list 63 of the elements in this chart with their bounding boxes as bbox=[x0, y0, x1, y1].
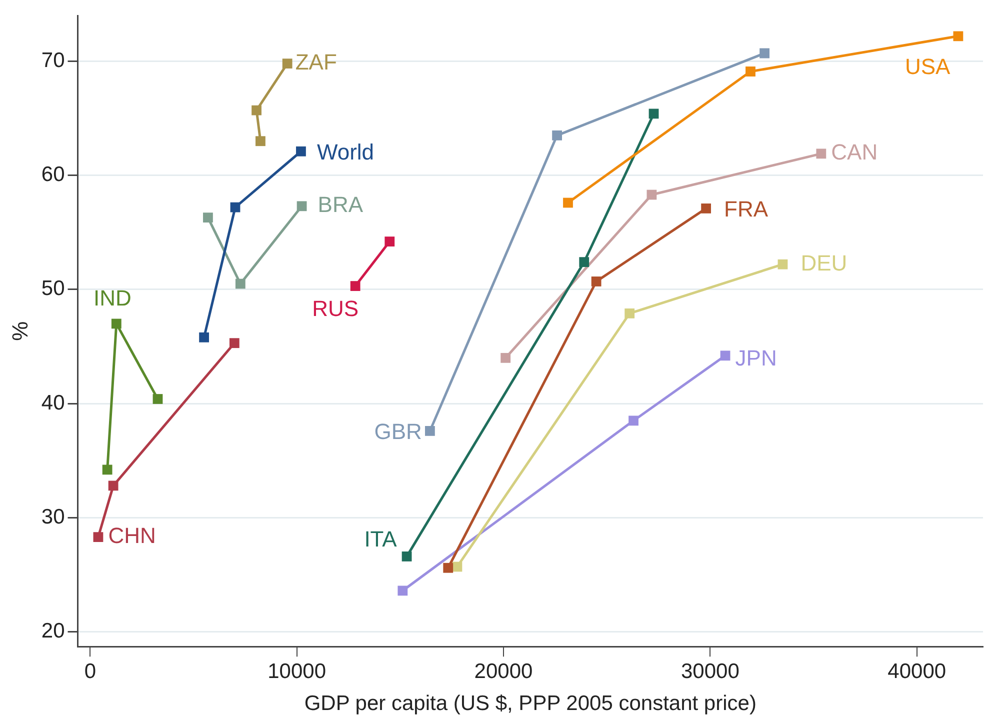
series-label: USA bbox=[904, 54, 951, 80]
point bbox=[402, 552, 412, 562]
y-tick-label: 70 bbox=[41, 49, 65, 72]
point bbox=[628, 416, 638, 426]
series-label: BRA bbox=[318, 192, 364, 218]
point bbox=[256, 136, 266, 146]
series-label: ITA bbox=[364, 526, 398, 552]
point bbox=[552, 130, 562, 140]
point bbox=[230, 202, 240, 212]
y-tick-label: 30 bbox=[41, 505, 65, 528]
point bbox=[720, 350, 730, 361]
x-tick-label: 20000 bbox=[474, 660, 533, 683]
point bbox=[624, 308, 635, 318]
series-label: CHN bbox=[108, 523, 156, 548]
point bbox=[199, 332, 209, 342]
point bbox=[646, 190, 657, 200]
point bbox=[443, 562, 454, 573]
series-label: RUS bbox=[312, 296, 359, 322]
point bbox=[701, 203, 712, 214]
point bbox=[102, 464, 112, 475]
y-tick-label: 40 bbox=[41, 391, 65, 414]
point bbox=[746, 66, 756, 76]
point bbox=[296, 201, 307, 212]
x-tick-label: 0 bbox=[84, 660, 96, 683]
point bbox=[760, 48, 770, 58]
point bbox=[563, 198, 573, 208]
point bbox=[108, 480, 118, 491]
x-tick-label: 10000 bbox=[268, 660, 326, 683]
point bbox=[111, 318, 122, 329]
x-tick-label: 30000 bbox=[680, 660, 740, 683]
series-label: FRA bbox=[724, 196, 768, 222]
point bbox=[500, 352, 511, 363]
point bbox=[384, 236, 395, 246]
point bbox=[350, 281, 360, 291]
y-tick-label: 50 bbox=[41, 277, 65, 300]
point bbox=[579, 257, 590, 268]
series-label: ZAF bbox=[295, 50, 337, 75]
point bbox=[296, 146, 306, 156]
point bbox=[229, 338, 240, 348]
y-axis-title: % bbox=[7, 321, 32, 341]
point bbox=[252, 105, 262, 116]
series-label: CAN bbox=[831, 140, 878, 165]
y-tick-label: 20 bbox=[41, 620, 65, 643]
point bbox=[424, 426, 435, 436]
point bbox=[235, 278, 246, 289]
point bbox=[778, 259, 788, 270]
series-label: IND bbox=[93, 286, 132, 311]
point bbox=[953, 31, 964, 42]
point bbox=[591, 276, 602, 286]
series-label: World bbox=[316, 139, 374, 164]
point bbox=[816, 148, 826, 159]
series-label: GBR bbox=[374, 419, 422, 444]
point bbox=[648, 108, 659, 119]
x-axis-title: GDP per capita (US $, PPP 2005 constant price) bbox=[304, 692, 756, 716]
x-tick-label: 40000 bbox=[888, 660, 946, 683]
point bbox=[152, 394, 163, 404]
series-label: JPN bbox=[735, 346, 777, 371]
y-tick-label: 60 bbox=[41, 163, 65, 186]
point bbox=[398, 586, 408, 596]
series-label: DEU bbox=[800, 250, 848, 276]
point bbox=[282, 58, 292, 68]
point bbox=[203, 212, 213, 223]
point bbox=[93, 532, 104, 542]
